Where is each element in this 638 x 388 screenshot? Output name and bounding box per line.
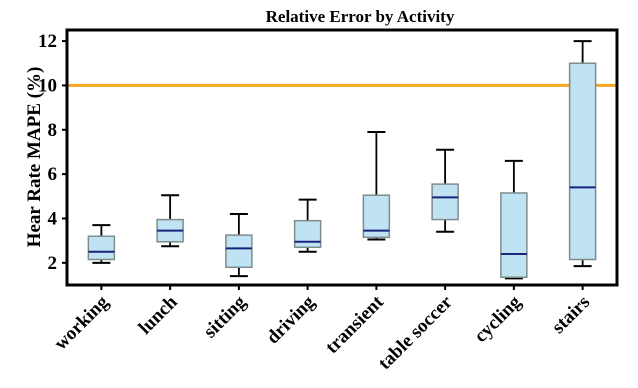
x-tick-label: transient bbox=[322, 291, 389, 358]
y-tick-label: 4 bbox=[48, 208, 58, 229]
box-sitting bbox=[225, 234, 253, 269]
x-tick-label: cycling bbox=[470, 291, 526, 347]
y-tick-label: 10 bbox=[38, 75, 57, 96]
box-working bbox=[87, 235, 116, 261]
y-tick-label: 12 bbox=[38, 31, 57, 52]
x-tick-label: working bbox=[50, 291, 113, 354]
box-table-soccer bbox=[431, 183, 459, 221]
box-cycling bbox=[500, 192, 528, 278]
x-tick-label: stairs bbox=[548, 292, 594, 338]
y-tick-label: 8 bbox=[48, 120, 58, 141]
plot-frame bbox=[65, 28, 619, 287]
x-tick-label: lunch bbox=[135, 291, 182, 338]
x-tick-label: driving bbox=[263, 291, 320, 348]
y-tick-label: 6 bbox=[48, 164, 58, 185]
y-axis-label: Hear Rate MAPE (%) bbox=[24, 67, 45, 248]
box-stairs bbox=[568, 62, 597, 261]
box-driving bbox=[293, 219, 322, 249]
x-tick-label: sitting bbox=[200, 291, 251, 342]
y-tick-label: 2 bbox=[48, 253, 58, 274]
chart-title: Relative Error by Activity bbox=[266, 7, 455, 26]
x-tick-label: table soccer bbox=[374, 291, 457, 374]
plot-area: 2 4 6 8 10 12 working lunch sitting driving transi… bbox=[38, 28, 619, 374]
